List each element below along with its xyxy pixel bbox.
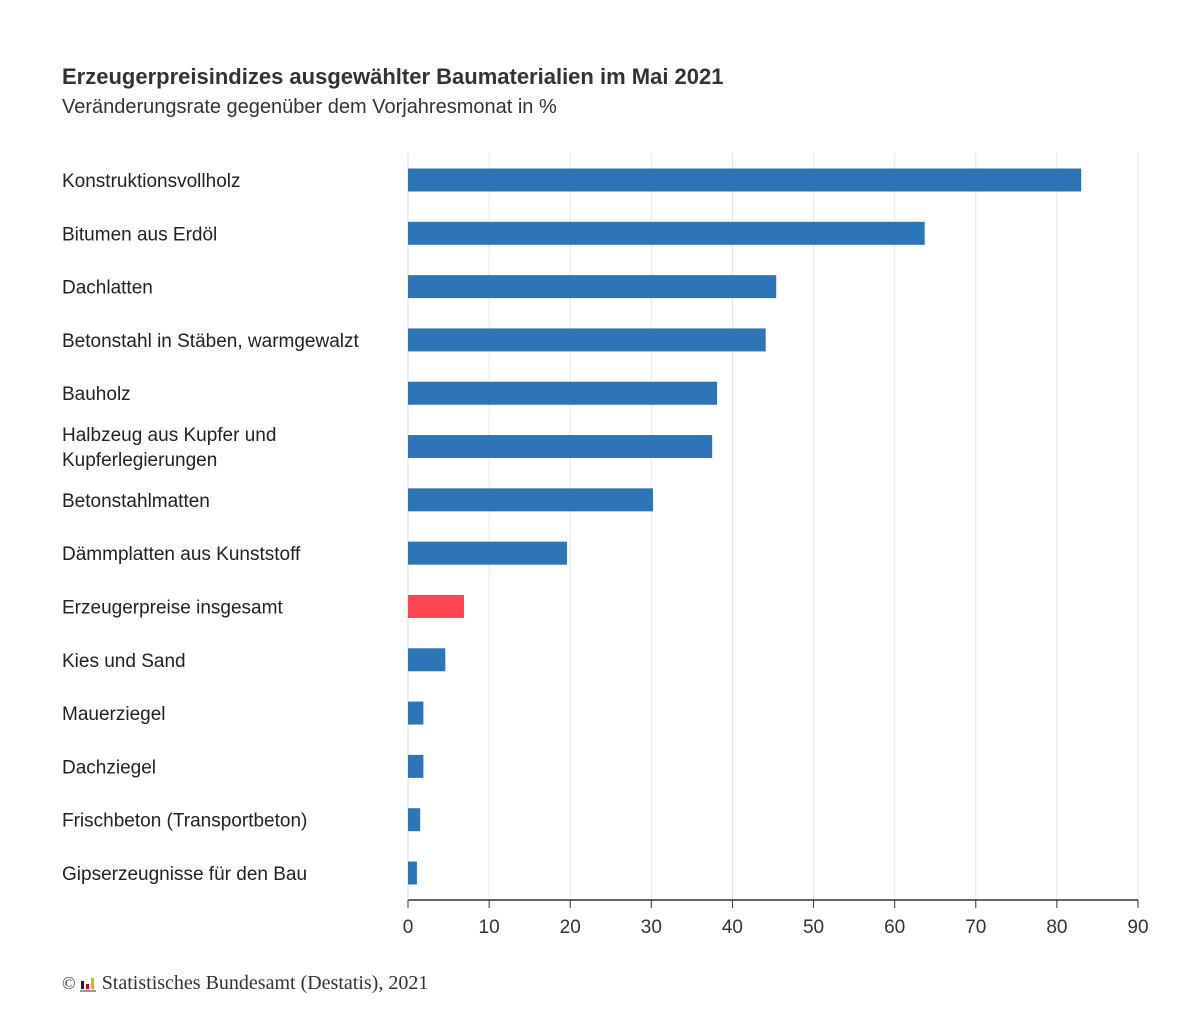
bar [408, 701, 424, 725]
x-tick-label: 50 [803, 917, 824, 938]
bar [408, 275, 777, 299]
category-label: Betonstahl in Stäben, warmgewalzt [62, 331, 359, 352]
destatis-logo-icon [79, 976, 98, 992]
x-tick-label: 60 [884, 917, 905, 938]
bar [408, 754, 424, 778]
category-label: Konstruktionsvollholz [62, 171, 240, 192]
copyright-symbol: © [62, 973, 76, 993]
chart-subtitle: Veränderungsrate gegenüber dem Vorjahres… [62, 96, 557, 118]
category-label: Gipserzeugnisse für den Bau [62, 864, 307, 885]
category-label: Erzeugerpreise insgesamt [62, 597, 283, 618]
x-tick-label: 90 [1127, 917, 1148, 938]
category-label: Dämmplatten aus Kunststoff [62, 544, 301, 565]
x-tick-label: 10 [479, 917, 500, 938]
x-tick-label: 40 [722, 917, 743, 938]
category-label: Betonstahlmatten [62, 491, 210, 512]
bar [408, 328, 766, 352]
bar [408, 168, 1082, 192]
bar [408, 541, 567, 565]
category-label: Kies und Sand [62, 651, 186, 672]
bar [408, 594, 464, 618]
category-label: Frischbeton (Transportbeton) [62, 811, 307, 832]
bar [408, 488, 653, 512]
category-label: Bitumen aus Erdöl [62, 224, 217, 245]
bar [408, 648, 446, 672]
x-tick-label: 70 [965, 917, 986, 938]
x-tick-label: 0 [403, 917, 414, 938]
x-tick-label: 20 [560, 917, 581, 938]
source-note: © Statistisches Bundesamt (Destatis), 20… [62, 972, 428, 995]
category-label: Mauerziegel [62, 704, 166, 725]
x-tick-label: 30 [641, 917, 662, 938]
category-label: Halbzeug aus Kupfer und Kupferlegierungen [62, 425, 276, 471]
category-label: Dachlatten [62, 278, 153, 299]
bar [408, 381, 718, 405]
bar [408, 221, 925, 245]
category-label: Bauholz [62, 384, 131, 405]
chart-title: Erzeugerpreisindizes ausgewählter Baumat… [62, 64, 724, 89]
category-label: Dachziegel [62, 757, 156, 778]
bar-chart: 0 10 20 30 40 50 60 70 80 90 Konstruktionsvollholz… [62, 153, 1149, 938]
bar [408, 808, 421, 832]
source-text: Statistisches Bundesamt (Destatis), 2021 [101, 972, 429, 994]
bar [408, 861, 417, 885]
x-tick-label: 80 [1046, 917, 1067, 938]
bar [408, 435, 713, 459]
